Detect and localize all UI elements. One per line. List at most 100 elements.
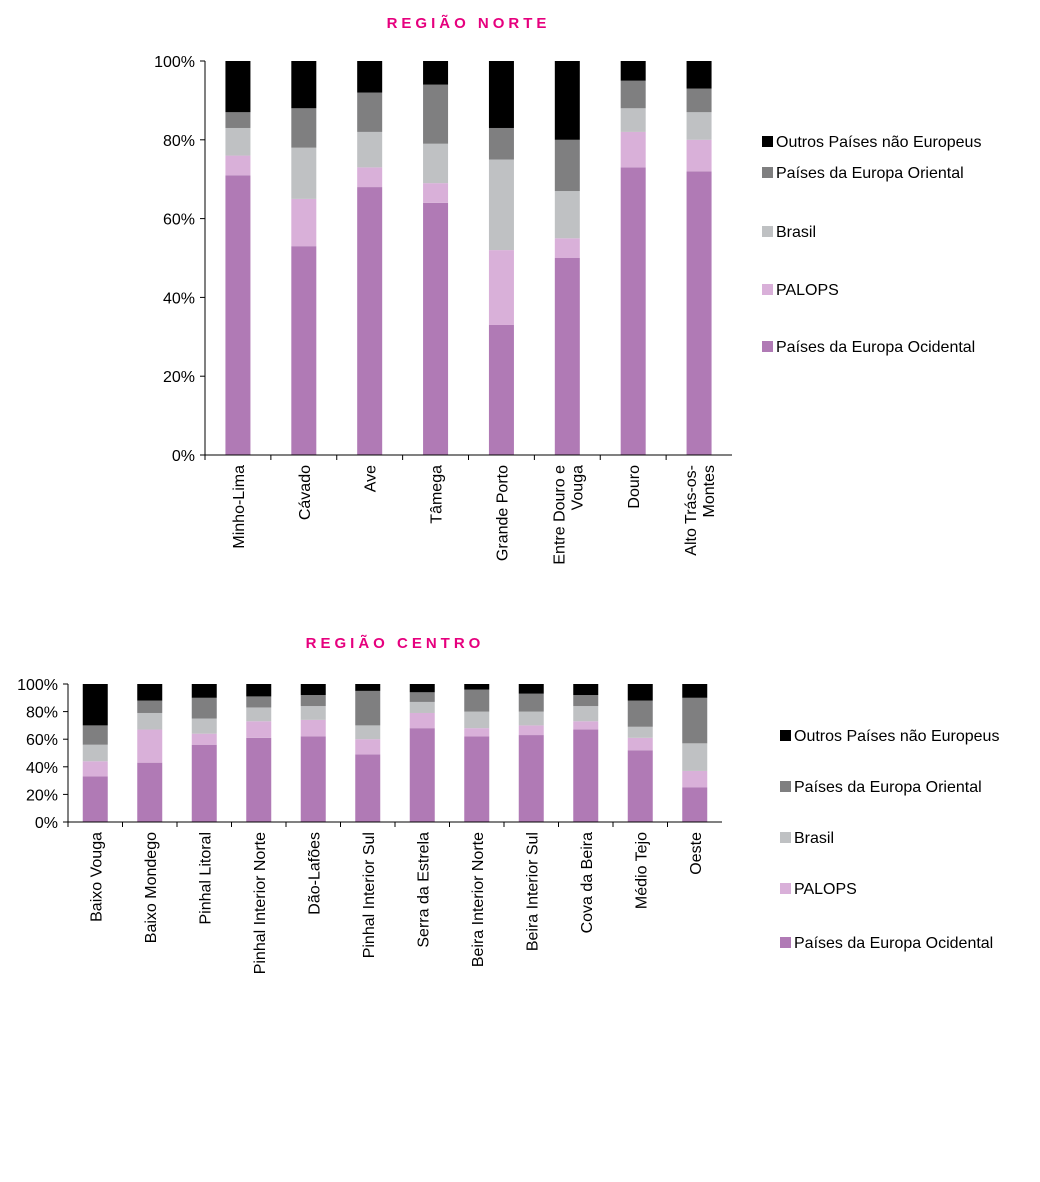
chart-title: REGIÃO NORTE xyxy=(387,14,551,32)
bar-segment xyxy=(686,61,712,89)
legend-label: PALOPS xyxy=(776,282,839,299)
legend-label: Outros Países não Europeus xyxy=(776,134,981,151)
bar-segment xyxy=(464,736,490,822)
bar-segment xyxy=(686,112,712,140)
y-tick-label: 60% xyxy=(26,732,58,749)
x-tick-label: Pinhal Interior Sul xyxy=(361,832,378,958)
bar-segment xyxy=(423,183,449,203)
bar-segment xyxy=(355,754,381,822)
bar-segment xyxy=(488,127,514,160)
legend-label: PALOPS xyxy=(794,881,857,898)
x-tick-label: Beira Interior Sul xyxy=(524,832,541,951)
bar-segment xyxy=(464,728,490,737)
bar-segment xyxy=(554,139,580,192)
bar-segment xyxy=(423,61,449,85)
legend-swatch xyxy=(762,136,773,147)
bar-segment xyxy=(355,690,381,726)
bar-segment xyxy=(573,706,599,722)
x-tick-label: Minho-Lima xyxy=(231,465,248,549)
chart-title: REGIÃO CENTRO xyxy=(306,634,485,652)
bar-segment xyxy=(225,155,251,176)
legend-label: Países da Europa Ocidental xyxy=(794,935,993,952)
legend-swatch xyxy=(762,341,773,352)
y-tick-label: 40% xyxy=(163,290,195,307)
bar-segment xyxy=(682,770,708,788)
bar-segment xyxy=(82,761,108,777)
bar-segment xyxy=(291,61,317,109)
bar-segment xyxy=(464,684,490,690)
bar-segment xyxy=(300,695,326,707)
legend-swatch xyxy=(780,730,791,741)
bar-segment xyxy=(191,733,217,745)
bar-segment xyxy=(82,725,108,745)
bar-segment xyxy=(682,697,708,744)
bar-segment xyxy=(191,718,217,734)
bar-segment xyxy=(357,187,383,455)
bar-segment xyxy=(488,324,514,455)
x-tick-label: Médio Tejo xyxy=(633,832,650,909)
bar-segment xyxy=(620,108,646,132)
bar-segment xyxy=(627,700,653,727)
x-tick-label: Oeste xyxy=(688,832,705,875)
bar-segment xyxy=(627,684,653,701)
bar-segment xyxy=(246,696,272,708)
bar-segment xyxy=(620,61,646,81)
bar-segment xyxy=(573,729,599,822)
bar-segment xyxy=(137,729,163,763)
bar-segment xyxy=(518,693,544,712)
bar-segment xyxy=(355,739,381,755)
x-tick-label: Douro xyxy=(626,465,643,509)
bar-segment xyxy=(488,159,514,251)
bar-segment xyxy=(627,726,653,738)
bar-segment xyxy=(488,250,514,325)
bar-segment xyxy=(686,88,712,113)
y-tick-label: 60% xyxy=(163,212,195,229)
legend-label: Brasil xyxy=(776,224,816,241)
bar-segment xyxy=(137,684,163,701)
bar-segment xyxy=(300,684,326,696)
bar-segment xyxy=(225,175,251,455)
y-tick-label: 20% xyxy=(26,787,58,804)
bar-segment xyxy=(682,684,708,698)
bar-segment xyxy=(355,725,381,740)
bar-segment xyxy=(357,131,383,168)
bar-segment xyxy=(627,750,653,822)
x-tick-label: Baixo Mondego xyxy=(143,832,160,943)
bar-segment xyxy=(409,684,435,693)
legend-swatch xyxy=(762,226,773,237)
y-tick-label: 80% xyxy=(26,705,58,722)
bar-segment xyxy=(409,692,435,702)
bar-segment xyxy=(300,736,326,822)
x-tick-label: Dão-Lafões xyxy=(306,832,323,915)
y-tick-label: 80% xyxy=(163,133,195,150)
bar-segment xyxy=(409,701,435,713)
bar-segment xyxy=(518,684,544,694)
bar-segment xyxy=(137,762,163,822)
legend-swatch xyxy=(762,284,773,295)
bar-segment xyxy=(627,737,653,751)
bar-segment xyxy=(291,246,317,455)
bar-segment xyxy=(191,744,217,822)
bar-segment xyxy=(409,728,435,822)
legend-label: Países da Europa Oriental xyxy=(776,165,964,182)
bar-segment xyxy=(137,712,163,730)
bar-segment xyxy=(573,721,599,730)
bar-segment xyxy=(554,258,580,455)
legend-label: Brasil xyxy=(794,830,834,847)
y-tick-label: 0% xyxy=(35,815,58,832)
bar-segment xyxy=(291,108,317,148)
bar-segment xyxy=(137,700,163,713)
bar-segment xyxy=(225,127,251,156)
legend-swatch xyxy=(780,937,791,948)
y-tick-label: 100% xyxy=(154,54,195,71)
legend-swatch xyxy=(762,167,773,178)
bar-segment xyxy=(423,84,449,144)
x-tick-label: Grande Porto xyxy=(494,465,511,561)
x-tick-label: Serra da Estrela xyxy=(415,832,432,948)
bar-segment xyxy=(423,143,449,184)
bar-segment xyxy=(554,61,580,140)
x-tick-label: Pinhal Litoral xyxy=(197,832,214,925)
legend-label: Países da Europa Oriental xyxy=(794,779,982,796)
